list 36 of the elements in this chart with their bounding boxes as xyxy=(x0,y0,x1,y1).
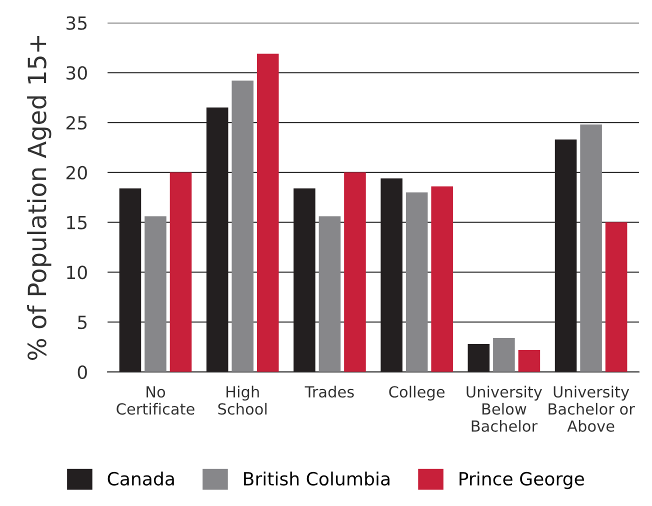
y-tick-label: 15 xyxy=(67,216,87,230)
bar xyxy=(554,139,577,372)
bar xyxy=(256,54,279,372)
bar xyxy=(580,124,602,372)
legend-label: British Columbia xyxy=(244,472,390,486)
x-tick-label: University Bachelor or Above xyxy=(548,386,635,432)
x-tick-label: Trades xyxy=(304,386,354,398)
y-tick-label: 35 xyxy=(66,16,87,30)
y-tick-label: 20 xyxy=(66,166,87,180)
x-tick-label: High School xyxy=(218,386,267,415)
bar xyxy=(468,344,490,372)
bar xyxy=(605,222,628,372)
legend-label: Canada xyxy=(108,472,174,486)
y-axis-title: % of Population Aged 15+ xyxy=(27,36,52,360)
bar xyxy=(431,186,453,372)
bar xyxy=(344,172,366,372)
bar xyxy=(294,188,316,372)
x-tick-label: No Certificate xyxy=(116,386,194,415)
y-tick-label: 0 xyxy=(78,365,87,380)
x-tick-label: University Below Bachelor xyxy=(466,386,542,432)
bar xyxy=(232,80,254,372)
y-tick-label: 5 xyxy=(78,316,87,330)
bar xyxy=(380,178,402,372)
bar xyxy=(406,192,428,372)
y-tick-label: 10 xyxy=(67,266,87,280)
bar xyxy=(119,188,142,372)
y-tick-label: 25 xyxy=(66,116,87,130)
bar xyxy=(170,172,192,372)
bar xyxy=(144,216,166,372)
bar xyxy=(318,216,341,372)
bar xyxy=(518,350,540,372)
bar xyxy=(206,108,228,372)
x-tick-label: College xyxy=(389,386,445,401)
bar xyxy=(493,338,515,372)
legend-label: Prince George xyxy=(460,472,584,490)
y-tick-label: 30 xyxy=(66,66,87,80)
